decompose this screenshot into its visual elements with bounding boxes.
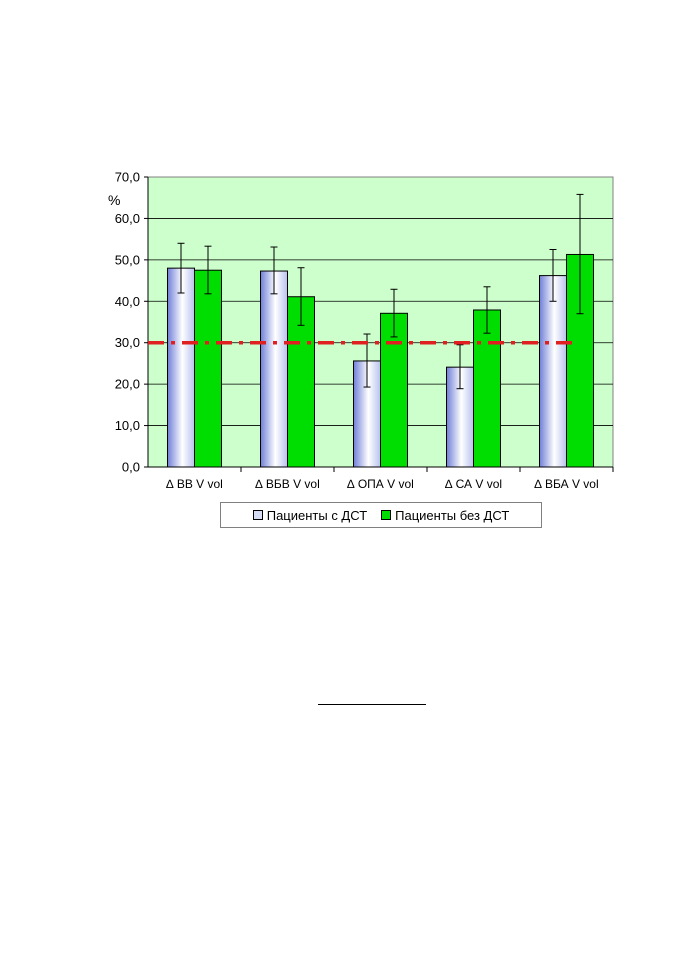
y-tick-label: 30,0 <box>115 335 140 350</box>
legend-item-series-2: Пациенты без ДСТ <box>381 508 509 523</box>
y-tick-label: 0,0 <box>122 460 140 475</box>
y-tick-label: 10,0 <box>115 418 140 433</box>
y-tick-label: 40,0 <box>115 294 140 309</box>
y-tick-label: 20,0 <box>115 377 140 392</box>
bar-series-2 <box>473 309 501 468</box>
plot-area: 0,0 10,0 20,0 30,0 40,0 50,0 60,0 70,0% ∆ ВВ V v… <box>108 170 614 491</box>
bar-series-1 <box>539 275 567 468</box>
legend: Пациенты с ДСТ Пациенты без ДСТ <box>220 502 542 528</box>
bar-series-2 <box>194 269 222 468</box>
x-tick-label: ∆ СА V vol <box>445 477 502 491</box>
bar-series-1 <box>260 270 288 468</box>
separator-line <box>318 704 426 705</box>
bar-series-1 <box>167 267 195 468</box>
legend-label-series-1: Пациенты с ДСТ <box>266 507 368 523</box>
x-tick-label: ∆ ВВ V vol <box>166 477 223 491</box>
bar-series-2 <box>380 312 408 468</box>
legend-item-series-1: Пациенты с ДСТ <box>252 507 368 523</box>
y-tick-label: 70,0 <box>115 170 140 185</box>
x-tick-label: ∆ ОПА V vol <box>347 477 414 491</box>
y-tick-label: 60,0 <box>115 211 140 226</box>
x-tick-label: ∆ ВБА V vol <box>534 477 598 491</box>
y-axis-label: % <box>108 192 120 208</box>
y-tick-label: 50,0 <box>115 252 140 267</box>
legend-swatch-series-1 <box>252 510 263 520</box>
x-tick-label: ∆ ВБВ V vol <box>255 477 320 491</box>
legend-swatch-series-2 <box>381 510 392 520</box>
legend-label-series-2: Пациенты без ДСТ <box>395 507 510 523</box>
